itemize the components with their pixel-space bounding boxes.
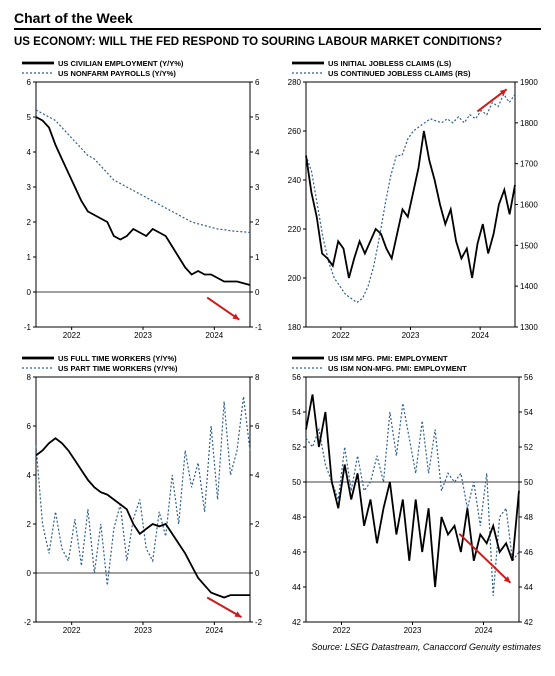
svg-text:56: 56 xyxy=(292,373,301,382)
page-header: Chart of the Week xyxy=(14,10,541,26)
svg-text:2024: 2024 xyxy=(205,331,223,340)
svg-text:44: 44 xyxy=(292,583,301,592)
svg-text:2023: 2023 xyxy=(404,626,422,635)
svg-text:8: 8 xyxy=(255,373,260,382)
panel-top-left: US CIVILIAN EMPLOYMENT (Y/Y%)US NONFARM … xyxy=(14,54,272,343)
svg-text:2023: 2023 xyxy=(402,331,420,340)
svg-text:280: 280 xyxy=(288,78,302,87)
svg-text:54: 54 xyxy=(292,408,301,417)
svg-text:44: 44 xyxy=(524,583,533,592)
svg-text:42: 42 xyxy=(524,618,533,627)
svg-text:6: 6 xyxy=(27,78,32,87)
svg-text:-2: -2 xyxy=(255,618,263,627)
svg-text:US PART TIME WORKERS (Y/Y%): US PART TIME WORKERS (Y/Y%) xyxy=(58,364,178,373)
svg-text:50: 50 xyxy=(292,478,301,487)
chart-title: US ECONOMY: WILL THE FED RESPOND TO SOUR… xyxy=(14,36,541,48)
svg-text:8: 8 xyxy=(27,373,32,382)
svg-text:50: 50 xyxy=(524,478,533,487)
svg-text:6: 6 xyxy=(255,422,260,431)
svg-text:0: 0 xyxy=(27,288,32,297)
svg-text:1: 1 xyxy=(255,253,260,262)
svg-text:2: 2 xyxy=(255,520,260,529)
header-rule xyxy=(14,28,541,30)
svg-text:2022: 2022 xyxy=(63,626,81,635)
svg-text:5: 5 xyxy=(255,113,260,122)
svg-text:48: 48 xyxy=(524,513,533,522)
svg-text:4: 4 xyxy=(255,148,260,157)
svg-text:1500: 1500 xyxy=(520,241,538,250)
svg-text:2: 2 xyxy=(27,218,32,227)
source-footer: Source: LSEG Datastream, Canaccord Genui… xyxy=(14,642,541,652)
svg-text:1: 1 xyxy=(27,253,32,262)
svg-text:US CONTINUED JOBLESS CLAIMS (R: US CONTINUED JOBLESS CLAIMS (RS) xyxy=(328,69,471,78)
panel-bottom-right: US ISM MFG. PMI: EMPLOYMENTUS ISM NON-MF… xyxy=(284,349,541,638)
svg-text:2022: 2022 xyxy=(63,331,81,340)
svg-text:4: 4 xyxy=(27,148,32,157)
svg-text:0: 0 xyxy=(27,569,32,578)
svg-text:2022: 2022 xyxy=(332,331,350,340)
svg-text:1300: 1300 xyxy=(520,323,538,332)
svg-text:180: 180 xyxy=(288,323,302,332)
svg-text:-1: -1 xyxy=(24,323,32,332)
svg-text:US CIVILIAN EMPLOYMENT (Y/Y%): US CIVILIAN EMPLOYMENT (Y/Y%) xyxy=(58,59,184,68)
svg-text:2: 2 xyxy=(255,218,260,227)
svg-text:52: 52 xyxy=(292,443,301,452)
svg-text:2023: 2023 xyxy=(134,331,152,340)
svg-text:1600: 1600 xyxy=(520,201,538,210)
svg-text:-2: -2 xyxy=(24,618,32,627)
chart-grid: US CIVILIAN EMPLOYMENT (Y/Y%)US NONFARM … xyxy=(14,54,541,638)
svg-text:3: 3 xyxy=(255,183,260,192)
svg-text:6: 6 xyxy=(27,422,32,431)
svg-text:-1: -1 xyxy=(255,323,263,332)
svg-text:0: 0 xyxy=(255,288,260,297)
svg-text:46: 46 xyxy=(292,548,301,557)
svg-text:260: 260 xyxy=(288,127,302,136)
svg-text:52: 52 xyxy=(524,443,533,452)
svg-text:2022: 2022 xyxy=(333,626,351,635)
svg-text:US ISM NON-MFG. PMI: EMPLOYMEN: US ISM NON-MFG. PMI: EMPLOYMENT xyxy=(328,364,467,373)
svg-text:US INITIAL JOBLESS CLAIMS (LS): US INITIAL JOBLESS CLAIMS (LS) xyxy=(328,59,452,68)
svg-text:1800: 1800 xyxy=(520,119,538,128)
svg-text:2024: 2024 xyxy=(475,626,493,635)
svg-text:1700: 1700 xyxy=(520,160,538,169)
svg-text:5: 5 xyxy=(27,113,32,122)
svg-text:1400: 1400 xyxy=(520,282,538,291)
svg-text:54: 54 xyxy=(524,408,533,417)
panel-bottom-left: US FULL TIME WORKERS (Y/Y%)US PART TIME … xyxy=(14,349,272,638)
svg-text:3: 3 xyxy=(27,183,32,192)
svg-text:2023: 2023 xyxy=(134,626,152,635)
svg-text:240: 240 xyxy=(288,176,302,185)
svg-text:2024: 2024 xyxy=(471,331,489,340)
svg-text:6: 6 xyxy=(255,78,260,87)
svg-text:56: 56 xyxy=(524,373,533,382)
svg-text:4: 4 xyxy=(255,471,260,480)
svg-text:220: 220 xyxy=(288,225,302,234)
svg-text:0: 0 xyxy=(255,569,260,578)
svg-text:US NONFARM PAYROLLS (Y/Y%): US NONFARM PAYROLLS (Y/Y%) xyxy=(58,69,176,78)
svg-text:US FULL TIME WORKERS (Y/Y%): US FULL TIME WORKERS (Y/Y%) xyxy=(58,354,177,363)
svg-text:46: 46 xyxy=(524,548,533,557)
panel-top-right: US INITIAL JOBLESS CLAIMS (LS)US CONTINU… xyxy=(284,54,541,343)
svg-text:200: 200 xyxy=(288,274,302,283)
svg-text:42: 42 xyxy=(292,618,301,627)
svg-text:2: 2 xyxy=(27,520,32,529)
svg-text:2024: 2024 xyxy=(205,626,223,635)
svg-text:4: 4 xyxy=(27,471,32,480)
svg-text:48: 48 xyxy=(292,513,301,522)
svg-text:1900: 1900 xyxy=(520,78,538,87)
svg-text:US ISM MFG. PMI: EMPLOYMENT: US ISM MFG. PMI: EMPLOYMENT xyxy=(328,354,448,363)
